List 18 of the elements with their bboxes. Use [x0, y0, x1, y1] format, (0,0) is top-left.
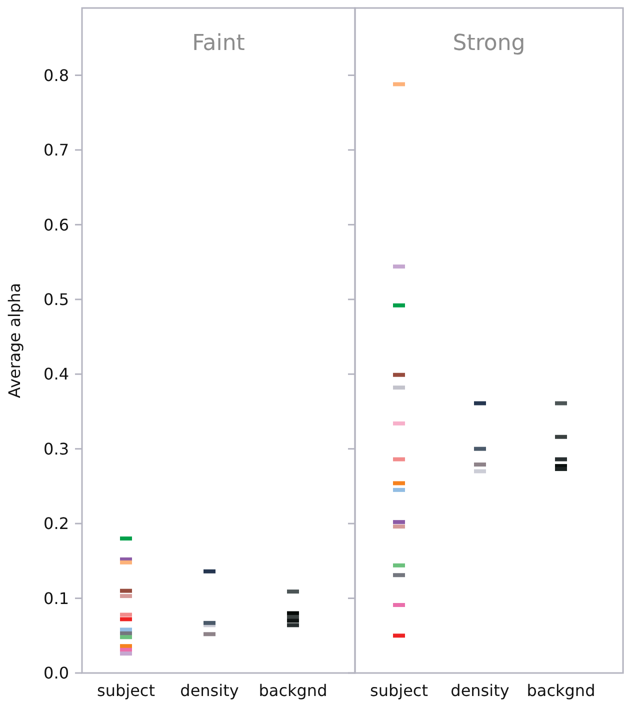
y-axis-title: Average alpha	[5, 282, 24, 398]
x-tick-label: subject	[370, 681, 428, 700]
y-tick-label: 0.0	[44, 664, 69, 683]
x-tick-label: density	[180, 681, 239, 700]
y-tick-label: 0.7	[44, 140, 69, 160]
y-tick-label: 0.6	[44, 215, 69, 234]
y-tick-label: 0.8	[44, 66, 69, 85]
y-tick-label: 0.5	[44, 290, 69, 310]
y-tick-label: 0.3	[44, 439, 69, 458]
y-tick-label: 0.4	[44, 364, 69, 384]
y-tick-label: 0.2	[44, 514, 69, 534]
x-tick-label: backgnd	[526, 681, 596, 700]
text: Faint	[192, 31, 246, 56]
y-tick-label: 0.1	[44, 588, 69, 608]
text: Strong	[452, 31, 526, 56]
x-tick-label: density	[450, 681, 510, 700]
x-tick-label: subject	[97, 681, 155, 700]
x-tick-label: backgnd	[258, 681, 328, 700]
